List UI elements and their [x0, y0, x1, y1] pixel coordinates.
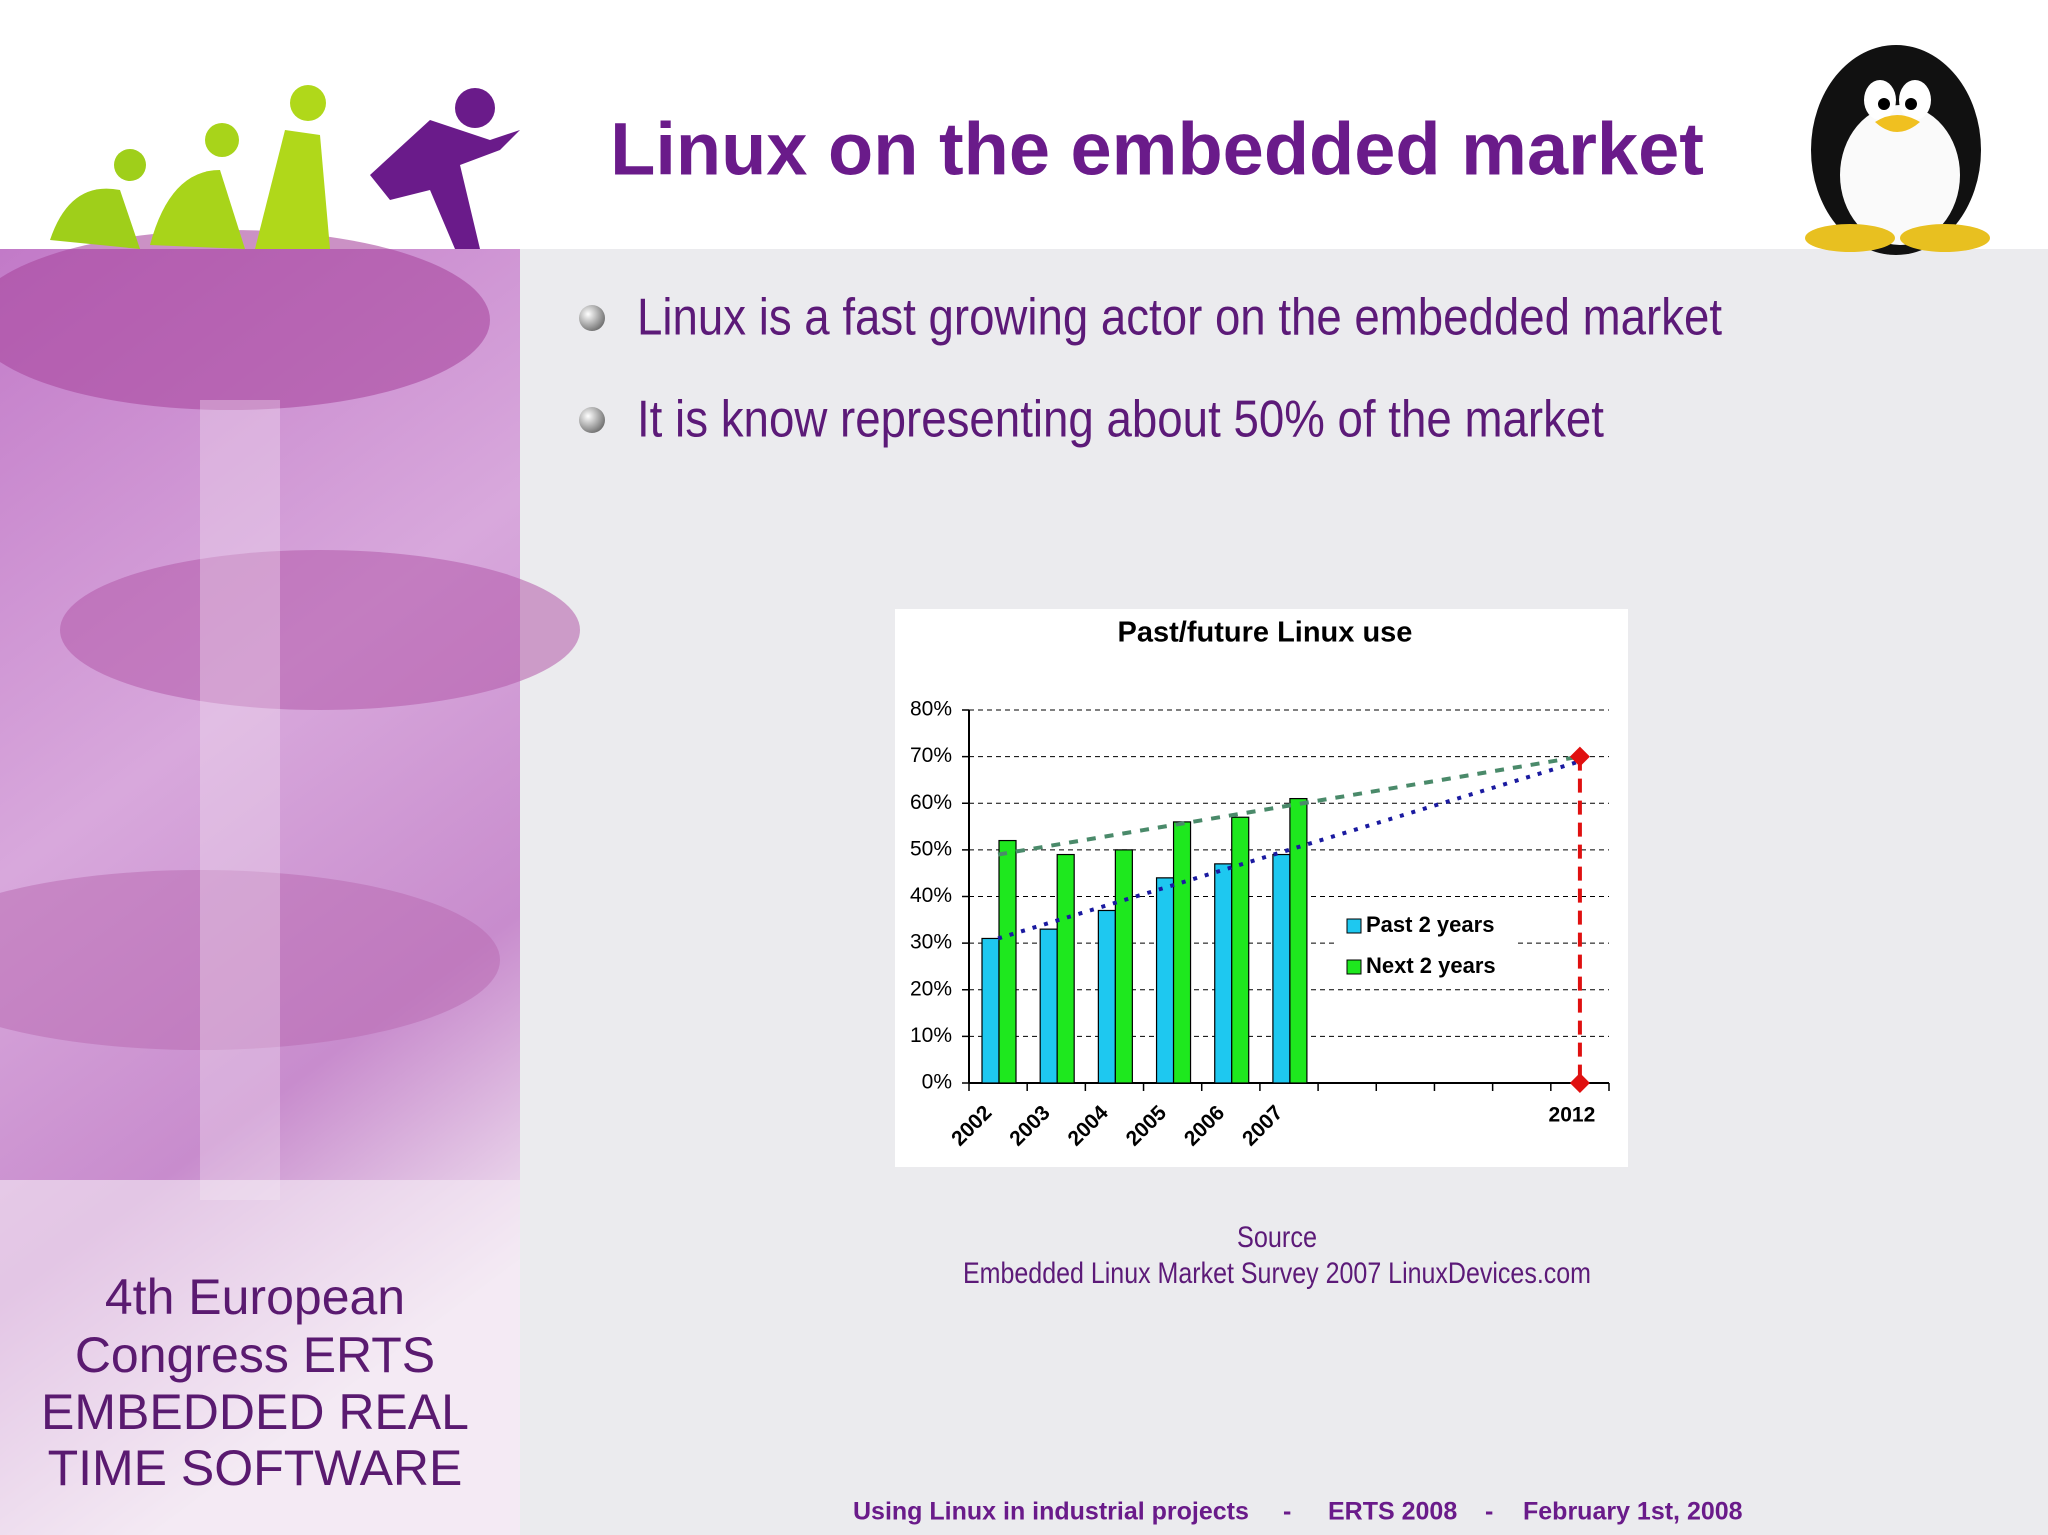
- header: [0, 0, 2048, 249]
- bar: [1172, 821, 1192, 1084]
- x-tick-label: 2012: [1549, 1104, 1596, 1127]
- logo: [50, 85, 520, 249]
- bar: [981, 937, 1000, 1084]
- bar: [1114, 849, 1133, 1084]
- source-text: Embedded Linux Market Survey 2007 LinuxD…: [963, 1257, 1591, 1290]
- bar: [1214, 863, 1233, 1084]
- bar: [1039, 928, 1058, 1084]
- legend-swatch: [1346, 918, 1362, 934]
- sidebar-text: EMBEDDED REAL: [41, 1384, 469, 1440]
- y-tick-label: 80%: [910, 698, 952, 721]
- bar: [1056, 853, 1075, 1084]
- bar: [998, 839, 1017, 1084]
- bar: [1097, 909, 1116, 1084]
- footer-separator: -: [1485, 1498, 1493, 1526]
- bar: [1289, 797, 1308, 1084]
- y-tick-label: 30%: [910, 931, 952, 954]
- projection-marker: [1569, 746, 1590, 767]
- y-tick-label: 50%: [910, 837, 952, 860]
- bullet-icon: [579, 407, 605, 433]
- bullet-text: Linux is a fast growing actor on the emb…: [637, 289, 1722, 347]
- footer-text: Using Linux in industrial projects: [853, 1498, 1249, 1526]
- footer-text: February 1st, 2008: [1523, 1498, 1743, 1526]
- trend-line: [997, 754, 1581, 857]
- sidebar-image: [0, 230, 580, 1535]
- y-tick-label: 70%: [910, 744, 952, 767]
- footer-text: ERTS 2008: [1328, 1498, 1457, 1526]
- bar: [1155, 877, 1175, 1084]
- y-tick-label: 40%: [910, 884, 952, 907]
- sidebar-text: Congress ERTS: [75, 1327, 435, 1383]
- footer-separator: -: [1283, 1498, 1291, 1526]
- legend: [1335, 900, 1515, 985]
- chart-area: [895, 609, 1628, 1167]
- bar: [1231, 816, 1250, 1084]
- y-tick-label: 10%: [910, 1024, 952, 1047]
- slide-title: Linux on the embedded market: [610, 108, 1704, 191]
- penguin-logo: [1805, 45, 1990, 255]
- chart-title: Past/future Linux use: [1118, 617, 1413, 649]
- y-tick-label: 0%: [922, 1071, 952, 1094]
- legend-label: Past 2 years: [1366, 912, 1494, 937]
- projection-marker: [1569, 1073, 1590, 1093]
- sidebar-text: 4th European: [105, 1269, 405, 1325]
- y-tick-label: 60%: [910, 791, 952, 814]
- bullet-icon: [579, 305, 605, 331]
- bullet-text: It is know representing about 50% of the…: [637, 391, 1604, 449]
- sidebar-text: TIME SOFTWARE: [48, 1440, 463, 1496]
- source-label: Source: [1237, 1221, 1317, 1254]
- trend-line: [997, 759, 1581, 941]
- legend-label: Next 2 years: [1366, 953, 1496, 978]
- legend-swatch: [1346, 959, 1362, 975]
- y-tick-label: 20%: [910, 977, 952, 1000]
- bar: [1272, 853, 1291, 1084]
